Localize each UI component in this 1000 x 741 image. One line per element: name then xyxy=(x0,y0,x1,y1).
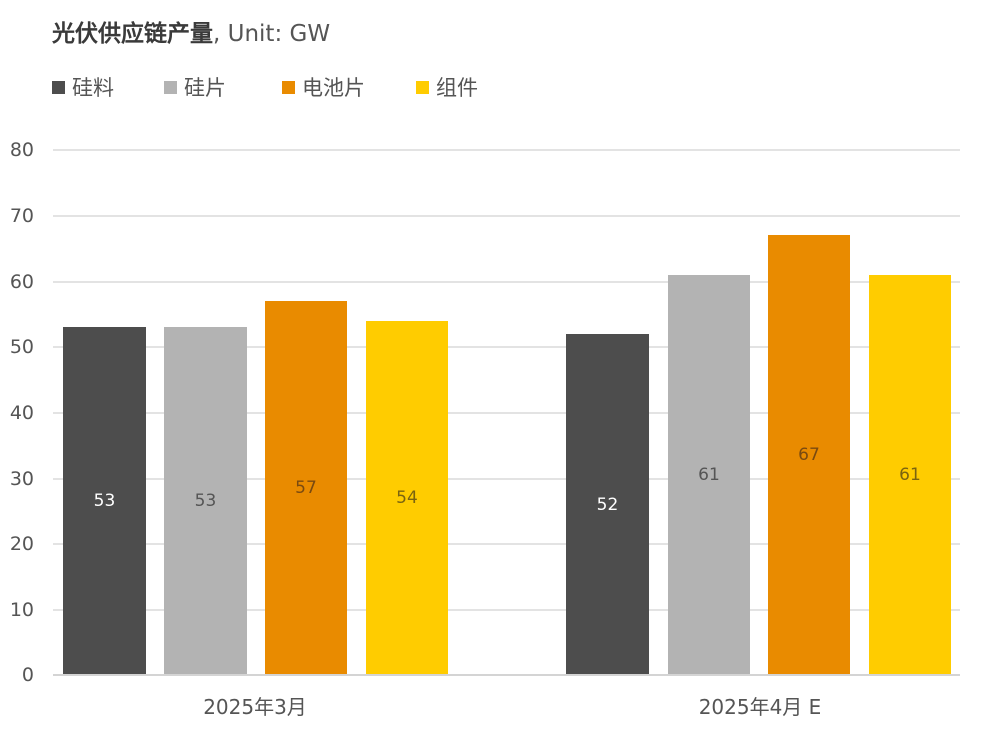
gridline-20 xyxy=(53,543,960,545)
bar-wafer-apr: 61 xyxy=(668,275,750,675)
y-tick-label: 80 xyxy=(9,139,34,161)
x-axis-line xyxy=(53,674,960,676)
y-tick-label: 70 xyxy=(9,205,34,227)
legend-label: 电池片 xyxy=(302,76,365,100)
legend-swatch-icon xyxy=(416,80,429,94)
legend: 硅料 硅片 电池片 组件 xyxy=(52,72,478,102)
bar-silicon-material-mar: 53 xyxy=(63,327,146,675)
bar-cell-apr: 67 xyxy=(768,235,850,675)
y-tick-label: 50 xyxy=(9,336,34,358)
bar-module-apr: 61 xyxy=(869,275,951,675)
bar-value-label: 61 xyxy=(899,465,921,485)
bar-value-label: 61 xyxy=(698,465,720,485)
bar-value-label: 52 xyxy=(596,495,619,515)
y-tick-label: 30 xyxy=(9,468,34,490)
y-tick-label: 60 xyxy=(9,271,34,293)
bar-value-label: 53 xyxy=(194,491,217,511)
y-tick-label: 20 xyxy=(9,533,34,555)
legend-swatch-icon xyxy=(164,80,177,94)
gridline-70 xyxy=(53,215,960,217)
gridline-40 xyxy=(53,412,960,414)
gridline-30 xyxy=(53,478,960,480)
gridline-50 xyxy=(53,346,960,348)
y-tick-label: 10 xyxy=(9,599,34,621)
legend-item-silicon-material: 硅料 xyxy=(52,72,164,102)
legend-label: 硅料 xyxy=(72,76,114,100)
bar-value-label: 57 xyxy=(295,478,317,498)
bar-value-label: 54 xyxy=(396,488,418,508)
bar-cell-mar: 57 xyxy=(265,301,347,675)
x-category-label: 2025年3月 xyxy=(203,695,307,719)
legend-item-module: 组件 xyxy=(416,72,478,102)
chart-title-unit: , Unit: GW xyxy=(213,21,331,47)
legend-label: 硅片 xyxy=(184,76,226,100)
legend-label: 组件 xyxy=(436,76,478,100)
bar-value-label: 53 xyxy=(93,491,116,511)
legend-swatch-icon xyxy=(52,80,65,94)
gridline-60 xyxy=(53,281,960,283)
bar-wafer-mar: 53 xyxy=(164,327,247,675)
chart-title-main: 光伏供应链产量 xyxy=(52,21,213,47)
x-category-label: 2025年4月 E xyxy=(698,695,822,719)
legend-swatch-icon xyxy=(282,80,295,94)
bar-value-label: 67 xyxy=(798,445,820,465)
gridline-10 xyxy=(53,609,960,611)
bar-module-mar: 54 xyxy=(366,321,448,675)
legend-item-cell: 电池片 xyxy=(282,72,416,102)
chart-title: 光伏供应链产量, Unit: GW xyxy=(52,14,330,48)
bar-silicon-material-apr: 52 xyxy=(566,334,649,675)
y-tick-label: 40 xyxy=(9,402,34,424)
legend-item-wafer: 硅片 xyxy=(164,72,282,102)
gridline-80 xyxy=(53,149,960,151)
y-tick-label: 0 xyxy=(21,664,34,686)
